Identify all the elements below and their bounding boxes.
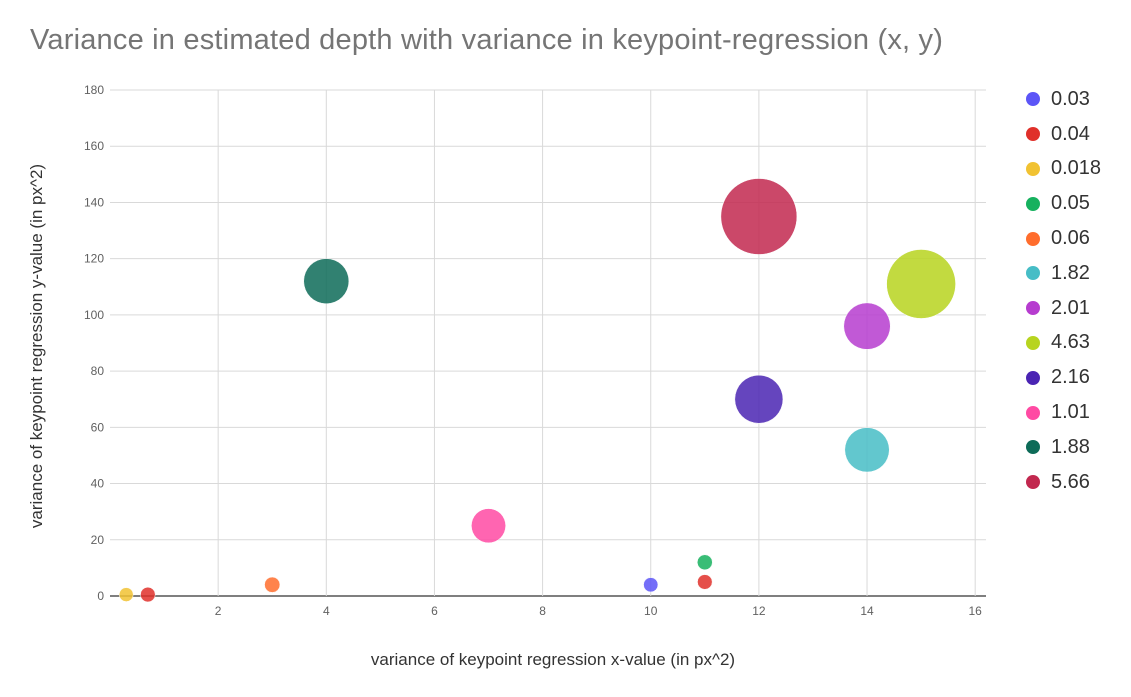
bubble-point[interactable] <box>843 302 891 350</box>
bubble-point[interactable] <box>734 374 784 424</box>
y-tick-labels: 0 20 40 60 80 100 120 140 160 180 <box>84 83 104 603</box>
y-tick-label: 100 <box>84 308 104 322</box>
legend-label: 0.06 <box>1051 227 1090 250</box>
y-tick-label: 40 <box>91 477 105 491</box>
legend-label: 2.01 <box>1051 296 1090 319</box>
legend-item[interactable]: 1.01 <box>1026 395 1126 430</box>
x-tick-label: 8 <box>539 604 546 618</box>
legend-item[interactable]: 1.88 <box>1026 430 1126 465</box>
bubble-point[interactable] <box>697 554 713 571</box>
bubble-point[interactable] <box>303 258 350 304</box>
gridlines <box>110 89 986 597</box>
legend-swatch <box>1026 370 1040 385</box>
x-axis-title: variance of keypoint regression x-value … <box>371 650 735 669</box>
x-tick-labels: 2 4 6 8 10 12 14 16 <box>215 604 982 618</box>
legend-swatch <box>1026 127 1040 142</box>
x-tick-label: 6 <box>431 604 438 618</box>
x-tick-label: 16 <box>969 604 983 618</box>
legend-item[interactable]: 4.63 <box>1026 326 1126 361</box>
y-tick-label: 180 <box>84 83 104 97</box>
legend-swatch <box>1026 196 1040 211</box>
bubble-point[interactable] <box>886 249 956 319</box>
x-tick-label: 10 <box>644 604 658 618</box>
y-tick-label: 0 <box>97 589 104 603</box>
legend-item[interactable]: 0.06 <box>1026 221 1126 256</box>
legend-swatch <box>1026 301 1040 316</box>
legend-item[interactable]: 1.82 <box>1026 256 1126 291</box>
legend-swatch <box>1026 266 1040 281</box>
legend-item[interactable]: 0.05 <box>1026 186 1126 221</box>
legend-label: 2.16 <box>1051 366 1090 389</box>
x-tick-label: 4 <box>323 604 330 618</box>
x-tick-label: 2 <box>215 604 222 618</box>
legend-item[interactable]: 0.04 <box>1026 117 1126 152</box>
legend-label: 0.04 <box>1051 122 1090 145</box>
y-tick-label: 140 <box>84 195 104 209</box>
y-tick-label: 20 <box>91 533 105 547</box>
legend-swatch <box>1026 405 1040 420</box>
chart-title: Variance in estimated depth with varianc… <box>30 24 944 56</box>
bubbles <box>118 178 956 603</box>
legend-swatch <box>1026 335 1040 350</box>
legend-swatch <box>1026 231 1040 246</box>
y-tick-label: 120 <box>84 252 104 266</box>
legend-item[interactable]: 0.018 <box>1026 152 1126 187</box>
legend-label: 5.66 <box>1051 470 1090 493</box>
x-tick-label: 12 <box>752 604 766 618</box>
bubble-point[interactable] <box>118 587 134 602</box>
bubble-point[interactable] <box>697 574 713 590</box>
legend-label: 0.05 <box>1051 192 1090 215</box>
bubble-point[interactable] <box>471 508 506 544</box>
legend-label: 1.01 <box>1051 401 1090 424</box>
bubble-point[interactable] <box>264 576 281 593</box>
legend-swatch <box>1026 92 1040 107</box>
legend-item[interactable]: 5.66 <box>1026 465 1126 500</box>
bubble-point[interactable] <box>844 427 890 473</box>
legend-label: 4.63 <box>1051 331 1090 354</box>
bubble-point[interactable] <box>643 577 659 593</box>
bubble-point[interactable] <box>140 586 156 603</box>
legend-item[interactable]: 2.16 <box>1026 360 1126 395</box>
y-tick-label: 160 <box>84 139 104 153</box>
legend-label: 1.88 <box>1051 435 1090 458</box>
legend: 0.03 0.04 0.018 0.05 0.06 1.82 2.01 4.63 2.16 1.0… <box>1026 82 1126 500</box>
legend-swatch <box>1026 475 1040 490</box>
legend-item[interactable]: 0.03 <box>1026 82 1126 117</box>
bubble-point[interactable] <box>720 178 798 255</box>
y-tick-label: 60 <box>91 420 105 434</box>
legend-label: 0.03 <box>1051 87 1090 110</box>
legend-swatch <box>1026 440 1040 455</box>
legend-swatch <box>1026 161 1040 176</box>
legend-item[interactable]: 2.01 <box>1026 291 1126 326</box>
x-tick-label: 14 <box>860 604 874 618</box>
legend-label: 1.82 <box>1051 261 1090 284</box>
y-axis-title: variance of keypoint regression y-value … <box>27 164 46 528</box>
y-tick-label: 80 <box>91 364 105 378</box>
legend-label: 0.018 <box>1051 157 1102 180</box>
